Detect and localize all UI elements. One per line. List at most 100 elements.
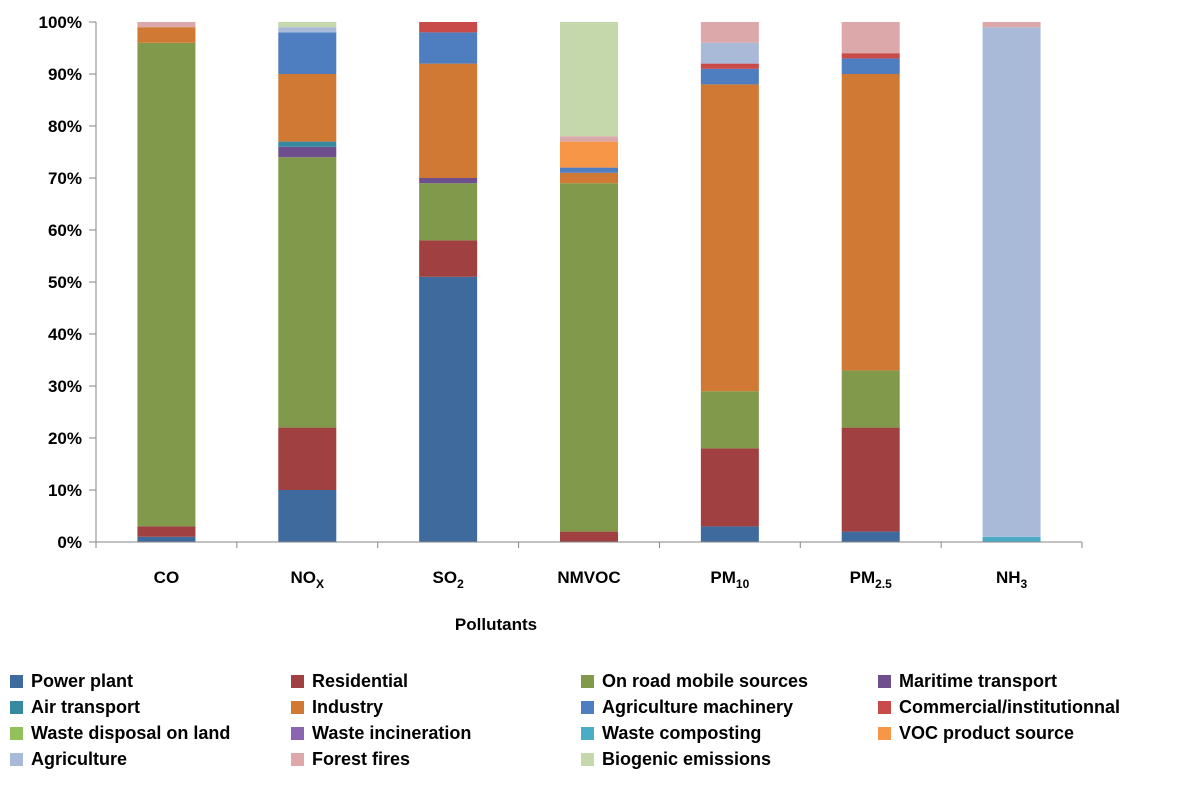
x-tick-label: CO	[154, 568, 180, 587]
bar-segment	[137, 27, 195, 43]
legend-item: VOC product source	[878, 722, 1168, 744]
legend-swatch	[291, 753, 304, 766]
legend-swatch	[581, 675, 594, 688]
bar-segment	[560, 173, 618, 183]
legend-swatch	[291, 727, 304, 740]
legend-label: Industry	[312, 697, 383, 718]
legend-item: Waste disposal on land	[10, 722, 291, 744]
legend-label: On road mobile sources	[602, 671, 808, 692]
bar-segment	[560, 136, 618, 141]
x-tick-label: NMVOC	[557, 568, 620, 587]
y-tick-label: 30%	[48, 377, 82, 396]
bar-segment	[278, 22, 336, 27]
y-tick-label: 70%	[48, 169, 82, 188]
legend-label: Agriculture machinery	[602, 697, 793, 718]
bar-segment	[701, 526, 759, 542]
bar-segment	[419, 183, 477, 240]
legend-swatch	[581, 753, 594, 766]
bar-segment	[278, 490, 336, 542]
legend-label: Residential	[312, 671, 408, 692]
legend-item: Waste incineration	[291, 722, 581, 744]
bar-segment	[701, 448, 759, 526]
legend: Power plant Residential On road mobile sou…	[10, 670, 1175, 770]
x-tick-label: NH3	[996, 568, 1028, 591]
legend-label: Forest fires	[312, 749, 410, 770]
bar-segment	[701, 391, 759, 448]
bar-segment	[419, 277, 477, 542]
bar-segment	[842, 74, 900, 370]
bar-segment	[983, 537, 1041, 542]
bar-segment	[560, 532, 618, 542]
legend-label: Waste disposal on land	[31, 723, 230, 744]
legend-item: Maritime transport	[878, 670, 1168, 692]
bar-segment	[701, 69, 759, 85]
bar-segment	[137, 22, 195, 27]
bar-segment	[137, 526, 195, 536]
legend-swatch	[581, 701, 594, 714]
bar-segment	[419, 32, 477, 63]
bar-segment	[842, 58, 900, 74]
bar-segment	[983, 22, 1041, 27]
bar-segment	[701, 64, 759, 69]
bar-segment	[983, 27, 1041, 537]
legend-swatch	[291, 675, 304, 688]
legend-item: Waste composting	[581, 722, 878, 744]
legend-label: Biogenic emissions	[602, 749, 771, 770]
legend-swatch	[10, 727, 23, 740]
legend-item: Residential	[291, 670, 581, 692]
bar-segment	[137, 43, 195, 527]
legend-swatch	[878, 727, 891, 740]
legend-item: Commercial/institutionnal	[878, 696, 1168, 718]
bar-segment	[278, 147, 336, 157]
bar-segment	[419, 64, 477, 178]
legend-swatch	[10, 753, 23, 766]
bar-segment	[560, 183, 618, 531]
legend-swatch	[581, 727, 594, 740]
legend-swatch	[10, 701, 23, 714]
legend-swatch	[878, 675, 891, 688]
y-tick-label: 10%	[48, 481, 82, 500]
bar-segment	[419, 22, 477, 32]
legend-swatch	[878, 701, 891, 714]
y-tick-label: 90%	[48, 65, 82, 84]
bar-segment	[278, 74, 336, 142]
bar-segment	[560, 22, 618, 136]
bars-area	[137, 22, 1040, 542]
bar-segment	[560, 142, 618, 168]
y-tick-label: 0%	[57, 533, 82, 552]
y-tick-label: 80%	[48, 117, 82, 136]
y-tick-label: 40%	[48, 325, 82, 344]
bar-segment	[278, 428, 336, 490]
legend-label: Maritime transport	[899, 671, 1057, 692]
legend-item: Air transport	[10, 696, 291, 718]
legend-label: VOC product source	[899, 723, 1074, 744]
legend-label: Air transport	[31, 697, 140, 718]
bar-segment	[842, 370, 900, 427]
x-axis-title: Pollutants	[455, 615, 537, 634]
bar-segment	[137, 537, 195, 542]
y-tick-label: 50%	[48, 273, 82, 292]
x-axis: CO NOX SO2 NMVOC PM10 PM2.5 NH3	[96, 542, 1082, 591]
x-tick-label: PM2.5	[850, 568, 893, 591]
legend-item: Power plant	[10, 670, 291, 692]
bar-segment	[842, 22, 900, 53]
bar-segment	[701, 22, 759, 43]
y-tick-label: 20%	[48, 429, 82, 448]
bar-segment	[278, 142, 336, 147]
y-tick-label: 60%	[48, 221, 82, 240]
legend-item: Agriculture	[10, 748, 291, 770]
y-axis: 0% 10% 20% 30% 40% 50% 60% 70% 80% 90% 100%	[39, 13, 96, 552]
bar-segment	[842, 532, 900, 542]
bar-segment	[419, 240, 477, 276]
bar-segment	[419, 178, 477, 183]
legend-label: Waste incineration	[312, 723, 471, 744]
stacked-bar-chart: 0% 10% 20% 30% 40% 50% 60% 70% 80% 90% 100% CO NOX S…	[0, 0, 1179, 665]
bar-segment	[842, 428, 900, 532]
legend-item: Agriculture machinery	[581, 696, 878, 718]
bar-segment	[842, 53, 900, 58]
x-tick-label: PM10	[710, 568, 749, 591]
legend-swatch	[10, 675, 23, 688]
bar-segment	[701, 43, 759, 64]
bar-segment	[278, 157, 336, 427]
legend-item: On road mobile sources	[581, 670, 878, 692]
